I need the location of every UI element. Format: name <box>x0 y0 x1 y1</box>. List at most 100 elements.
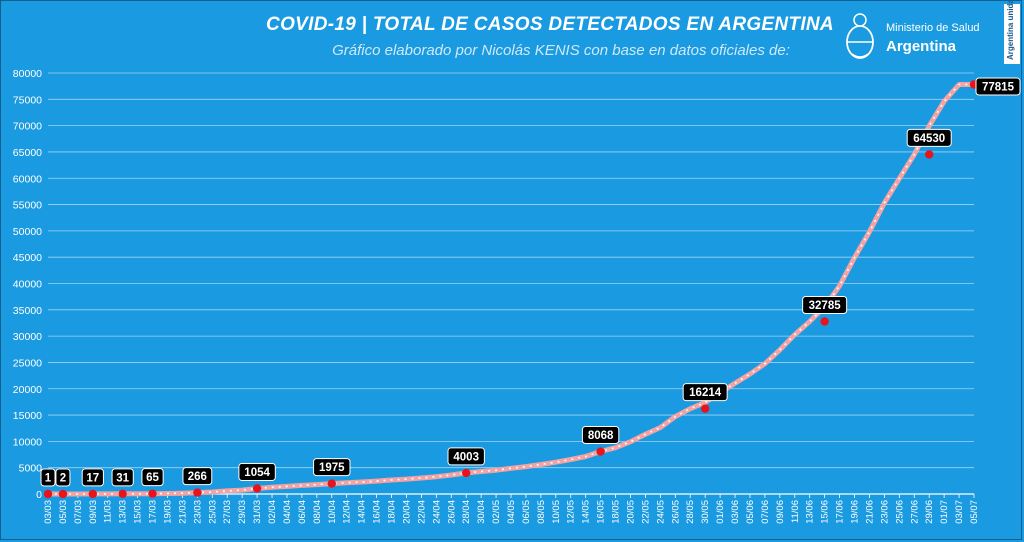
y-tick-label: 15000 <box>13 410 42 422</box>
data-label: 1975 <box>313 458 351 477</box>
x-tick-label: 06/05 <box>521 500 532 524</box>
y-tick-label: 0 <box>36 489 42 501</box>
data-label: 1 <box>40 468 56 487</box>
y-tick-label: 40000 <box>13 279 42 291</box>
x-tick-label: 18/05 <box>611 500 622 524</box>
series-line <box>48 82 974 497</box>
x-tick-label: 29/06 <box>924 500 935 524</box>
x-tick-label: 23/03 <box>192 500 203 524</box>
x-tick-label: 24/05 <box>655 500 666 524</box>
x-tick-label: 26/04 <box>446 500 457 524</box>
data-label-text: 1975 <box>319 462 345 474</box>
x-tick-label: 07/03 <box>73 500 84 524</box>
x-tick-label: 20/05 <box>625 500 636 524</box>
data-label-box <box>682 383 728 402</box>
data-point <box>820 317 829 326</box>
data-label: 1054 <box>238 462 276 481</box>
x-tick-label: 12/05 <box>566 500 577 524</box>
chart-title: COVID-19 | TOTAL DE CASOS DETECTADOS EN … <box>266 14 834 35</box>
x-tick-label: 17/06 <box>835 500 846 524</box>
ministry-logo: Ministerio de Salud Argentina <box>840 10 990 66</box>
data-label: 8068 <box>581 426 620 445</box>
y-tick-label: 75000 <box>13 94 42 106</box>
x-tick-label: 25/03 <box>207 500 218 524</box>
x-tick-label: 16/04 <box>372 500 383 524</box>
x-tick-label: 13/03 <box>118 500 129 524</box>
y-tick-label: 80000 <box>13 68 42 80</box>
data-label-text: 16214 <box>689 387 722 399</box>
data-label-box <box>55 468 71 487</box>
data-label-text: 8068 <box>588 430 614 442</box>
y-tick-label: 50000 <box>13 226 42 238</box>
data-point <box>461 468 471 478</box>
x-tick-label: 19/03 <box>162 500 173 524</box>
y-tick-label: 30000 <box>13 331 42 343</box>
data-point <box>58 489 68 499</box>
data-label: 31 <box>111 468 134 487</box>
x-tick-label: 20/04 <box>401 500 412 524</box>
x-tick-label: 11/03 <box>103 500 114 523</box>
x-tick-label: 24/04 <box>431 500 442 524</box>
x-tick-label: 27/03 <box>222 500 233 524</box>
x-tick-label: 03/06 <box>730 500 741 524</box>
chart-subtitle: Gráfico elaborado por Nicolás KENIS con … <box>332 42 790 59</box>
x-tick-label: 04/05 <box>506 500 517 524</box>
x-tick-label: 14/04 <box>357 500 368 524</box>
data-point <box>118 489 127 499</box>
series-path <box>48 82 974 497</box>
data-label-box <box>111 468 134 487</box>
data-label-text: 65 <box>146 472 159 484</box>
data-label-box <box>313 458 351 477</box>
data-label-text: 32785 <box>809 300 842 312</box>
y-tick-label: 45000 <box>13 252 42 264</box>
x-tick-label: 29/03 <box>237 500 248 524</box>
x-tick-label: 27/06 <box>909 500 920 524</box>
data-label-box <box>182 467 213 486</box>
y-tick-label: 55000 <box>13 200 42 212</box>
x-tick-label: 30/05 <box>700 500 711 524</box>
x-tick-label: 22/04 <box>416 500 427 524</box>
data-label-box <box>447 447 485 466</box>
y-tick-label: 70000 <box>13 121 42 133</box>
series-markers <box>43 80 979 499</box>
x-tick-label: 10/05 <box>551 500 562 524</box>
data-label: 2 <box>55 468 71 487</box>
x-tick-label: 15/06 <box>820 500 831 524</box>
data-label-text: 266 <box>188 471 207 483</box>
data-label: 64530 <box>906 128 952 147</box>
data-point <box>327 479 336 488</box>
data-point <box>43 489 53 499</box>
x-tick-label: 17/03 <box>148 500 159 524</box>
data-label-box <box>802 295 848 314</box>
gridlines <box>48 72 974 495</box>
x-tick-label: 12/04 <box>342 500 353 524</box>
data-label-text: 2 <box>60 472 66 484</box>
x-tick-label: 10/04 <box>327 500 338 524</box>
coat-of-arms-icon <box>846 13 874 59</box>
x-tick-label: 09/03 <box>88 500 99 524</box>
x-tick-label: 23/06 <box>879 500 890 524</box>
x-axis: 03/03 05/03 07/03 09/03 11/03 13/03 15/03 17/03… <box>43 494 980 524</box>
y-tick-label: 20000 <box>13 384 42 396</box>
data-label-text: 4003 <box>453 451 479 463</box>
x-tick-label: 14/05 <box>581 500 592 524</box>
y-axis: 0 5000 10000 15000 20000 25000 30000 35000 40000… <box>13 68 42 501</box>
x-tick-label: 21/03 <box>177 500 188 524</box>
x-tick-label: 09/06 <box>775 500 786 524</box>
x-tick-label: 22/05 <box>640 500 651 524</box>
x-tick-label: 01/06 <box>715 500 726 524</box>
data-label-text: 1054 <box>244 467 270 479</box>
x-tick-label: 19/06 <box>850 500 861 524</box>
x-tick-label: 08/05 <box>536 500 547 524</box>
x-tick-label: 16/05 <box>596 500 607 524</box>
y-tick-label: 35000 <box>13 305 42 317</box>
y-tick-label: 65000 <box>13 147 42 159</box>
x-tick-label: 04/04 <box>282 500 293 524</box>
x-tick-label: 05/06 <box>745 500 756 524</box>
data-label: 266 <box>182 467 213 486</box>
data-label: 17 <box>81 468 104 487</box>
x-tick-label: 06/04 <box>297 500 308 524</box>
data-label-box <box>906 128 952 147</box>
series-path-highlight <box>48 83 974 495</box>
